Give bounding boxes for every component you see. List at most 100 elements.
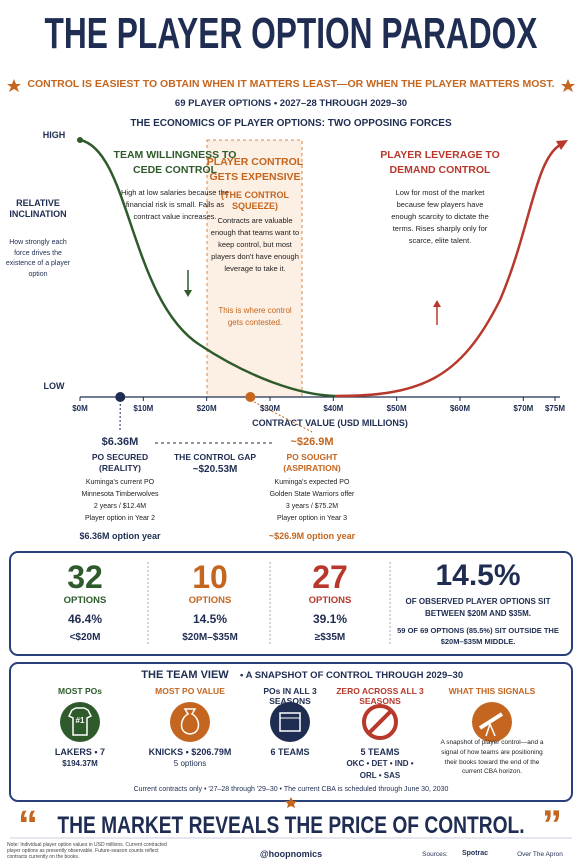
control-squeeze-band (206, 139, 303, 398)
marker-footer: ~$26.9M option year (268, 531, 356, 541)
marker-label: ~$26.9M (290, 436, 334, 448)
handle: @hoopnomics (259, 849, 323, 859)
stat-range: $20M–$35M (182, 632, 238, 643)
stat-share: 39.1% (312, 612, 348, 626)
summary-share: 14.5% (435, 559, 521, 592)
x-tick-label: $40M (323, 404, 344, 413)
zero-slash (367, 709, 393, 735)
curve-start (77, 137, 83, 143)
arrowhead (433, 300, 441, 307)
stat-unit: OPTIONS (63, 595, 107, 606)
x-tick-label: $50M (386, 404, 407, 413)
summary-note: 59 OF 69 OPTIONS (85.5%) SIT OUTSIDE THE… (397, 626, 559, 647)
team-column-title: WHAT THIS SIGNALS (448, 686, 536, 696)
money-icon (170, 702, 210, 742)
stat-range: <$20M (69, 632, 101, 643)
arrowhead (556, 140, 568, 150)
zone-title: PLAYER LEVERAGE TO DEMAND CONTROL (380, 149, 500, 176)
x-tick-label: $20M (196, 404, 217, 413)
stat-share: 46.4% (67, 612, 103, 626)
x-axis-label: CONTRACT VALUE (USD MILLIONS) (252, 418, 408, 428)
sources-label: Sources: (422, 851, 448, 858)
marker (115, 392, 126, 402)
zone-title: PLAYER CONTROL GETS EXPENSIVE (206, 156, 304, 183)
marker-footer: $6.36M option year (79, 531, 161, 541)
team-view-subtitle: • A SNAPSHOT OF CONTROL THROUGH 2029–30 (240, 670, 464, 681)
x-tick-label: $0M (72, 404, 88, 413)
team-column-title: POs IN ALL 3 SEASONS (263, 686, 317, 707)
gap-value: ~$20.53M (192, 464, 238, 475)
marker-subtitle: (REALITY) (98, 463, 142, 473)
marker-detail: 3 years / $75.2M (285, 503, 339, 510)
jersey (67, 707, 93, 736)
team-column-line: OKC • DET • IND • (346, 759, 414, 768)
zero-icon (362, 704, 398, 740)
title: THE PLAYER OPTION PARADOX (44, 9, 538, 58)
arrowhead (184, 290, 192, 297)
marker-subtitle: (ASPIRATION) (283, 463, 341, 473)
stat-share: 14.5% (192, 612, 228, 626)
subtitle: CONTROL IS EASIEST TO OBTAIN WHEN IT MAT… (27, 78, 555, 90)
footer-note: Note: Individual player option values in… (7, 842, 167, 860)
team-column-line: 5 options (173, 759, 207, 768)
marker-title: PO SECURED (91, 452, 149, 462)
y-low: LOW (43, 381, 65, 391)
zone-body: Contracts are valuable enough that teams… (210, 216, 300, 273)
marker-label: $6.36M (101, 436, 139, 448)
marker-leader (250, 399, 313, 433)
x-tick-label: $75M (544, 404, 565, 413)
marker-detail: 2 years / $12.4M (93, 503, 147, 510)
team-column-title: MOST PO VALUE (155, 686, 225, 696)
x-tick-label: $70M (513, 404, 534, 413)
jersey-badge: #1 (75, 716, 85, 725)
source: Over The Apron (517, 851, 563, 858)
x-tick-label: $30M (259, 404, 280, 413)
y-high: HIGH (42, 130, 66, 140)
marker-detail: Kuminga's expected PO (274, 479, 350, 486)
zone-note: This is where control gets contested. (218, 306, 292, 327)
team-column-line: A snapshot of player control—and a signa… (440, 739, 544, 776)
stat-unit: OPTIONS (188, 595, 232, 606)
star (7, 79, 21, 92)
team-column-line: $194.37M (62, 759, 98, 768)
calendar (279, 712, 301, 732)
calendar-icon (270, 702, 310, 742)
marker-detail: Kuminga's current PO (85, 479, 155, 486)
marker-title: PO SOUGHT (286, 452, 338, 462)
quote: THE MARKET REVEALS THE PRICE OF CONTROL. (57, 812, 525, 839)
meta: 69 PLAYER OPTIONS • 2027–28 THROUGH 2029… (174, 98, 408, 109)
tripod (489, 723, 496, 737)
team-column-line: 5 TEAMS (360, 747, 400, 757)
x-tick-label: $60M (449, 404, 470, 413)
team-column-line: KNICKS • $206.79M (148, 747, 232, 757)
x-tick-label: $10M (133, 404, 154, 413)
stat-count: 27 (312, 559, 348, 595)
marker-detail: Golden State Warriors offer (269, 491, 355, 498)
team-column-line: 6 TEAMS (270, 747, 310, 757)
zone-body: High at low salaries because the financi… (121, 188, 229, 221)
quote-mark: “ (18, 803, 38, 847)
stats-box (9, 551, 573, 656)
team-column-line: LAKERS • 7 (54, 747, 106, 757)
money-bag (180, 708, 200, 735)
marker-detail: Player option in Year 2 (84, 515, 156, 522)
player-leverage-curve (334, 143, 561, 398)
source: Spotrac (461, 850, 489, 857)
marker-detail: Minnesota Timberwolves (81, 491, 159, 498)
quote-mark: ” (542, 803, 562, 847)
star (285, 797, 297, 808)
telescope (478, 712, 504, 730)
marker-detail: Player option in Year 3 (276, 515, 348, 522)
zone-subtitle: (THE CONTROL SQUEEZE) (221, 190, 289, 211)
marker (245, 392, 256, 402)
tripod (485, 723, 491, 737)
stat-unit: OPTIONS (308, 595, 352, 606)
summary-text: OF OBSERVED PLAYER OPTIONS SIT BETWEEN $… (405, 597, 551, 618)
jersey-icon (60, 702, 100, 742)
chart-title: THE ECONOMICS OF PLAYER OPTIONS: TWO OPP… (130, 118, 452, 129)
zone-title: TEAM WILLINGNESS TO CEDE CONTROL (113, 149, 237, 176)
team-column-title: ZERO ACROSS ALL 3 SEASONS (336, 686, 424, 707)
team-view-footer: Current contracts only • '27–28 through … (133, 786, 449, 793)
star (561, 79, 575, 92)
